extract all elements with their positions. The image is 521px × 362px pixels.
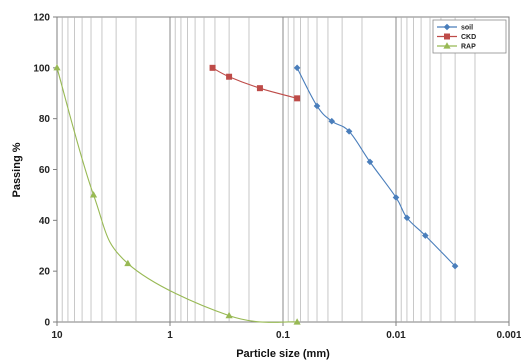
y-tick-label: 20 [39,267,51,278]
data-point-soil [328,117,336,125]
y-tick-label: 100 [33,63,50,74]
legend-item-soil: soil [437,23,473,32]
series-soil [293,64,459,270]
y-tick-label: 60 [39,165,51,176]
data-point-rap [225,311,233,319]
data-point-soil [392,194,400,201]
legend: soil CKD RAP [432,19,507,54]
legend-marker [444,33,450,40]
legend-marker [443,23,451,31]
legend-item-rap: RAP [437,42,476,51]
y-tick-label: 80 [39,114,51,125]
y-axis: 0 20 40 60 80 100 120 [33,13,57,329]
data-point-rap [89,191,98,198]
x-tick-label: 0.001 [496,330,521,341]
grid [61,17,476,322]
y-axis-title: Passing % [11,142,23,197]
data-point-ckd [294,95,301,102]
y-tick-label: 40 [39,216,51,227]
series-rap [53,64,301,325]
data-point-ckd [226,73,233,80]
data-point-soil [345,128,353,135]
y-tick-label: 0 [44,318,50,329]
x-tick-label: 10 [51,330,63,341]
x-axis-title: Particle size (mm) [236,348,330,360]
data-point-rap [53,64,61,71]
data-point-soil [451,262,459,270]
series-layer [53,64,459,325]
legend-label: soil [461,25,473,32]
series-line-ckd [212,67,298,99]
y-tick-label: 120 [33,13,50,24]
x-axis: 10 1 0.1 0.01 0.001 [51,322,521,341]
legend-label: CKD [461,34,476,41]
legend-item-ckd: CKD [437,33,476,41]
data-point-soil [293,64,301,72]
data-point-rap [293,318,301,325]
data-point-soil [422,232,429,239]
x-tick-label: 1 [167,330,173,341]
data-point-rap [124,259,132,267]
data-point-soil [366,158,374,166]
x-tick-label: 0.1 [276,330,290,341]
series-ckd [209,64,301,102]
data-point-ckd [209,64,216,71]
legend-label: RAP [461,44,476,51]
data-point-soil [313,102,321,110]
data-point-ckd [256,85,263,92]
data-point-soil [403,214,411,222]
x-tick-label: 0.01 [386,330,406,341]
legend-marker [443,42,451,49]
